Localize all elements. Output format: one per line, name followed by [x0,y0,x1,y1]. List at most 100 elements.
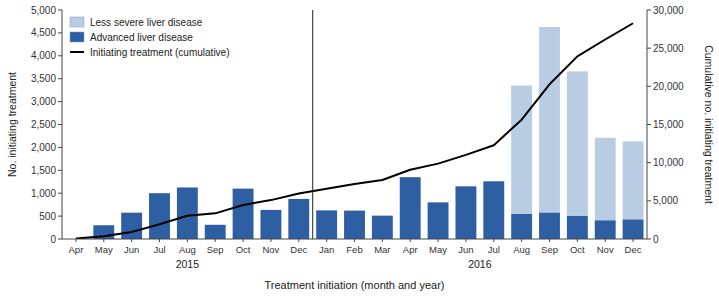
y-tick [58,55,62,56]
x-tick-label: Feb [346,244,362,255]
bar [428,202,449,203]
bar [623,219,644,239]
x-tick [243,239,244,242]
bar [288,198,309,199]
x-tick-label: Sep [541,244,558,255]
bar [177,187,198,239]
bar [455,186,476,239]
legend-swatch [70,17,84,27]
y2-tick-label: 0 [653,234,659,245]
bar [483,181,504,182]
y2-axis-title: Cumulative no. initiating treatment [703,45,715,204]
x-tick-label: Jul [488,244,500,255]
x-tick [187,239,188,242]
y2-tick-label: 25,000 [653,43,684,54]
y-tick-label: 3,500 [31,73,56,84]
bar [400,177,421,178]
x-tick [215,239,216,242]
x-tick-label: Apr [403,244,418,255]
bar [511,214,532,239]
x-tick [521,239,522,242]
x-tick [605,239,606,242]
bar [539,212,560,239]
bar [233,189,254,239]
x-tick [382,239,383,242]
bar [539,27,560,212]
y2-tick-label: 5,000 [653,195,678,206]
y-tick [58,32,62,33]
y-tick-label: 3,000 [31,96,56,107]
x-tick-label: Dec [290,244,307,255]
bar [205,224,226,225]
y-tick-label: 1,000 [31,188,56,199]
bar [316,210,337,211]
legend-swatch [70,32,84,42]
bar [288,199,309,239]
x-tick [354,239,355,242]
bar [344,210,365,211]
x-tick [577,239,578,242]
chart: 05001,0001,5002,0002,5003,0003,5004,0004… [0,0,719,297]
x-tick-label: Jun [458,244,473,255]
x-tick-label: Dec [625,244,642,255]
x-tick [270,239,271,242]
y-axis-title: No. initiating treatment [6,72,18,177]
bar [205,225,226,239]
x-tick-label: May [429,244,447,255]
y-tick-label: 4,000 [31,50,56,61]
y-tick [58,124,62,125]
legend-label: Advanced liver disease [90,32,193,43]
legend-label: Less severe liver disease [90,17,203,28]
x-tick-label: Jan [319,244,334,255]
x-tick [549,239,550,242]
y-tick [58,170,62,171]
y2-tick-label: 30,000 [653,5,684,16]
year-label: 2016 [468,258,492,270]
x-tick-label: Nov [262,244,279,255]
bar [511,86,532,214]
bar [260,209,281,210]
x-tick-label: May [95,244,113,255]
bar [567,71,588,215]
bar [121,213,142,239]
bar [428,202,449,239]
y-tick-label: 1,500 [31,165,56,176]
y-tick [58,239,62,240]
bar [372,216,393,239]
y2-tick-label: 10,000 [653,157,684,168]
x-tick [75,239,76,242]
x-tick-label: Oct [570,244,585,255]
y-tick [58,147,62,148]
bar [400,177,421,239]
bar [372,215,393,216]
y-tick-label: 2,000 [31,142,56,153]
bar [623,141,644,219]
x-tick [465,239,466,242]
bar [233,188,254,189]
x-tick-label: Aug [179,244,196,255]
bar [149,193,170,239]
legend: Less severe liver disease Advanced liver … [70,17,230,58]
bar [121,212,142,213]
x-tick [159,239,160,242]
x-tick-label: Jul [153,244,165,255]
y-tick [58,216,62,217]
legend-swatch [70,51,84,53]
bar [595,138,616,220]
bar [177,187,198,188]
marks [76,23,644,239]
x-tick-label: Apr [69,244,84,255]
x-tick [326,239,327,242]
x-tick-label: Oct [236,244,251,255]
y2-tick [647,239,651,240]
y2-tick [647,86,651,87]
bar [260,210,281,239]
y2-tick [647,162,651,163]
bar [595,220,616,239]
y-tick-label: 500 [39,211,56,222]
x-axis-title: Treatment initiation (month and year) [265,279,445,291]
y-tick-label: 0 [50,234,56,245]
year-label: 2015 [176,258,200,270]
x-tick [103,239,104,242]
x-tick [438,239,439,242]
